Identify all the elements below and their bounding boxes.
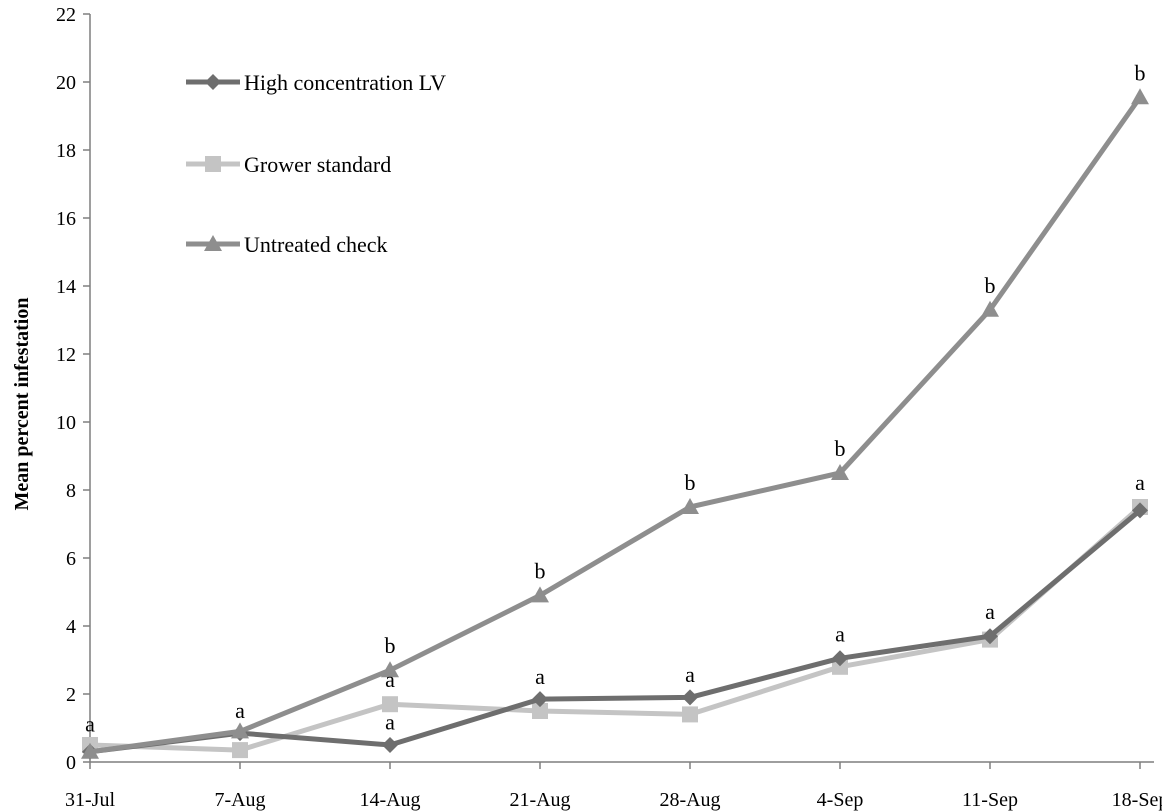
data-point: [832, 658, 848, 675]
data-point: [832, 650, 848, 667]
legend-entry: Grower standard: [186, 152, 391, 177]
series-line: [89, 508, 1142, 755]
significance-label: a: [835, 621, 845, 646]
data-point: [982, 628, 998, 645]
data-point: [532, 703, 548, 719]
significance-label: a: [385, 667, 395, 692]
significance-label: a: [1135, 470, 1145, 495]
x-tick-label: 18-Sep: [1112, 789, 1162, 811]
data-point: [381, 661, 399, 678]
series-line: [89, 505, 1142, 753]
x-tick-label: 11-Sep: [962, 789, 1018, 811]
x-tick-label: 7-Aug: [214, 789, 265, 811]
data-point: [681, 498, 699, 514]
legend-label: High concentration LV: [244, 70, 446, 95]
significance-label: a: [85, 711, 95, 736]
data-point: [1131, 88, 1149, 105]
x-tick-label: 28-Aug: [659, 789, 720, 811]
x-tick-label: 14-Aug: [359, 789, 420, 811]
legend-label: Untreated check: [244, 232, 388, 257]
y-tick-label: 12: [56, 344, 76, 366]
y-tick-label: 16: [56, 208, 76, 230]
legend-marker: [205, 156, 221, 172]
significance-label: b: [835, 436, 846, 461]
significance-label: b: [1135, 60, 1146, 85]
y-axis-title: Mean percent infestation: [11, 298, 33, 511]
x-tick-label: 21-Aug: [509, 789, 570, 811]
x-tick-label: 31-Jul: [65, 789, 115, 811]
data-point: [382, 737, 398, 753]
series-2: [81, 88, 1149, 759]
significance-label: b: [985, 273, 996, 298]
legend-entry: Untreated check: [186, 232, 388, 257]
axes: 0 2 4 6 8 10 12 14 16 18 20 22 31-Jul 7-Aug 14-Aug 21-A…: [56, 4, 1162, 811]
data-point: [231, 722, 249, 739]
legend: High concentration LV Grower standard Untr…: [186, 70, 446, 257]
legend-entry: High concentration LV: [186, 70, 446, 95]
significance-label: b: [385, 633, 396, 658]
data-point: [382, 696, 398, 713]
significance-label: b: [685, 470, 696, 495]
y-tick-label: 14: [56, 276, 76, 298]
significance-label: a: [535, 664, 545, 689]
legend-label: Grower standard: [244, 152, 391, 177]
data-point: [981, 300, 999, 317]
y-tick-label: 0: [66, 752, 76, 774]
data-point: [81, 742, 99, 759]
significance-label: b: [535, 558, 546, 583]
y-tick-label: 20: [56, 72, 76, 94]
x-tick-label: 4-Sep: [817, 789, 864, 811]
y-tick-label: 22: [56, 4, 76, 26]
legend-marker: [205, 74, 221, 90]
data-point: [532, 691, 548, 708]
legend-marker: [204, 235, 222, 251]
significance-label: a: [235, 698, 245, 723]
data-point: [682, 689, 698, 706]
data-point: [232, 742, 248, 759]
data-point: [682, 706, 698, 723]
data-point: [531, 586, 549, 603]
data-point: [831, 464, 849, 480]
y-tick-label: 18: [56, 140, 76, 162]
significance-label: a: [385, 710, 395, 735]
y-tick-label: 8: [66, 480, 76, 502]
y-tick-label: 6: [66, 548, 76, 570]
y-tick-label: 2: [66, 684, 76, 706]
significance-label: a: [685, 662, 695, 687]
data-point: [1132, 502, 1148, 519]
significance-label: a: [985, 599, 995, 624]
y-tick-label: 4: [66, 616, 76, 638]
series-line: [89, 95, 1143, 755]
series-layer: [81, 88, 1149, 760]
y-tick-label: 10: [56, 412, 76, 434]
